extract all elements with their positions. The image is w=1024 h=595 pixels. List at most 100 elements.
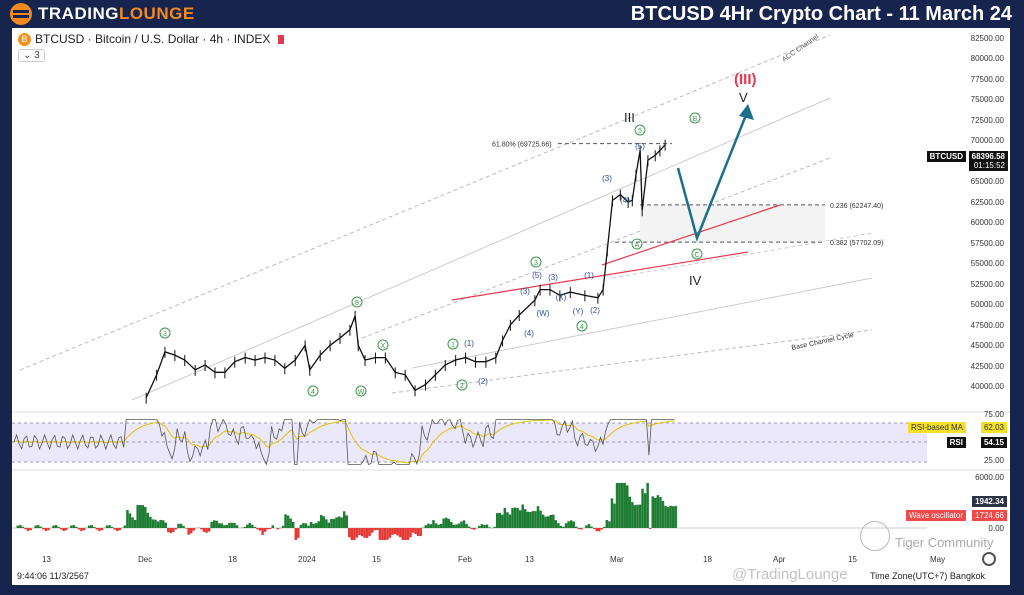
osc-bar <box>210 521 213 528</box>
osc-bar <box>511 508 514 528</box>
osc-bar <box>554 520 558 528</box>
osc-bar <box>557 523 560 528</box>
wave-label-minor: A <box>635 242 640 249</box>
bar-countdown: 01:15:52 <box>973 161 1005 170</box>
osc-bar <box>26 528 30 531</box>
osc-bar <box>299 524 303 528</box>
rsi-axis-25: 25.00 <box>983 456 1004 465</box>
osc-bar <box>513 507 517 528</box>
osc-bar <box>225 524 229 528</box>
osc-bar <box>495 513 499 528</box>
osc-label: Wave oscillator <box>906 510 966 521</box>
osc-bar <box>613 503 616 528</box>
chart-panel[interactable]: 61.80% (69725.66) 0.236 (62247.40) 0.382 (… <box>12 28 1010 585</box>
osc-bar <box>373 528 377 531</box>
osc-bar <box>332 518 336 528</box>
osc-bar <box>618 483 621 528</box>
osc-bar <box>200 528 203 530</box>
osc-bar <box>350 528 354 540</box>
osc-bar <box>442 518 445 528</box>
symbol-bar[interactable]: B BTCUSD · Bitcoin / U.S. Dollar · 4h · … <box>18 32 285 46</box>
osc-bar <box>337 516 341 528</box>
osc-bar <box>189 528 193 534</box>
osc-bar <box>580 528 583 530</box>
last-price-tag: 68396.58 01:15:52 <box>968 151 1008 171</box>
settings-gear-icon[interactable] <box>982 552 996 566</box>
logo-text-b: LOUNGE <box>118 4 195 23</box>
osc-bar <box>646 483 649 528</box>
wave-circle <box>530 256 542 268</box>
osc-value-2: 1724.66 <box>972 510 1007 521</box>
osc-bar <box>666 506 670 528</box>
osc-bar <box>656 495 660 528</box>
osc-bar <box>172 528 175 533</box>
wave-label-III: III <box>624 110 635 125</box>
osc-bar <box>365 528 369 538</box>
osc-bar <box>62 528 65 531</box>
osc-bar <box>600 528 603 530</box>
osc-bar <box>605 520 609 528</box>
osc-bar <box>269 528 272 529</box>
osc-bar <box>207 528 211 532</box>
osc-axis-top: 6000.00 <box>975 473 1004 482</box>
osc-bar <box>493 526 496 528</box>
osc-bar <box>297 528 300 538</box>
support-line <box>601 204 781 266</box>
collapse-indicators-button[interactable]: ⌄ 3 <box>18 49 45 62</box>
osc-bar <box>620 483 624 528</box>
price-axis-label: 75000.00 <box>970 95 1004 105</box>
time-axis-label: 15 <box>372 555 381 564</box>
wave-circle <box>689 112 701 124</box>
osc-bar <box>643 493 647 528</box>
osc-bar <box>480 524 484 528</box>
osc-bar <box>353 528 356 540</box>
projection-path <box>676 109 750 242</box>
osc-bar <box>516 507 519 528</box>
osc-bar <box>156 521 160 528</box>
rsi-ma-label: RSI-based MA <box>907 422 966 433</box>
osc-bar <box>585 525 588 528</box>
fib-level-label: 0.382 (57702.09) <box>830 240 883 247</box>
time-axis-label: May <box>930 555 946 564</box>
osc-bar <box>284 514 287 528</box>
price-axis-label: 65000.00 <box>970 177 1004 187</box>
time-axis-label: 18 <box>703 555 712 564</box>
osc-bar <box>590 526 593 528</box>
osc-bar <box>452 524 456 528</box>
osc-bar <box>414 528 417 535</box>
osc-bar <box>455 524 458 528</box>
wave-label-intermediate: (2) <box>590 306 600 315</box>
osc-bar <box>136 505 139 528</box>
header: TRADINGLOUNGE BTCUSD 4Hr Crypto Chart - … <box>0 0 1024 28</box>
osc-bar <box>378 528 382 540</box>
wave-label-IV: IV <box>689 273 702 288</box>
channel-line <box>131 97 831 401</box>
wave-circle <box>377 339 389 351</box>
osc-bar <box>182 525 185 528</box>
osc-bar <box>235 525 239 528</box>
wave-label-minor: B <box>693 116 698 123</box>
wave-label-intermediate: (5) <box>532 271 542 280</box>
osc-bar <box>184 528 188 529</box>
osc-bar <box>95 528 99 530</box>
timezone-button[interactable]: Time Zone(UTC+7) Bangkok <box>870 571 985 581</box>
osc-bar <box>291 521 295 528</box>
osc-bar <box>44 528 48 531</box>
osc-bar <box>478 525 481 528</box>
osc-bar <box>506 512 509 528</box>
osc-bar <box>151 519 155 528</box>
flag-icon[interactable] <box>278 34 285 44</box>
price-axis-label: 52500.00 <box>970 279 1004 289</box>
osc-bar <box>314 523 318 528</box>
price-axis-label: 57500.00 <box>970 238 1004 248</box>
logo-text-a: TRADING <box>38 4 119 23</box>
rsi-line <box>13 418 675 466</box>
osc-bar <box>21 526 25 528</box>
osc-bar <box>93 526 96 528</box>
osc-bar <box>271 525 275 528</box>
chart-canvas[interactable]: 61.80% (69725.66) 0.236 (62247.40) 0.382 (… <box>12 28 1010 585</box>
osc-bar <box>628 496 632 528</box>
wave-circle <box>631 238 643 250</box>
osc-bar <box>661 500 665 528</box>
osc-bar <box>164 522 167 528</box>
